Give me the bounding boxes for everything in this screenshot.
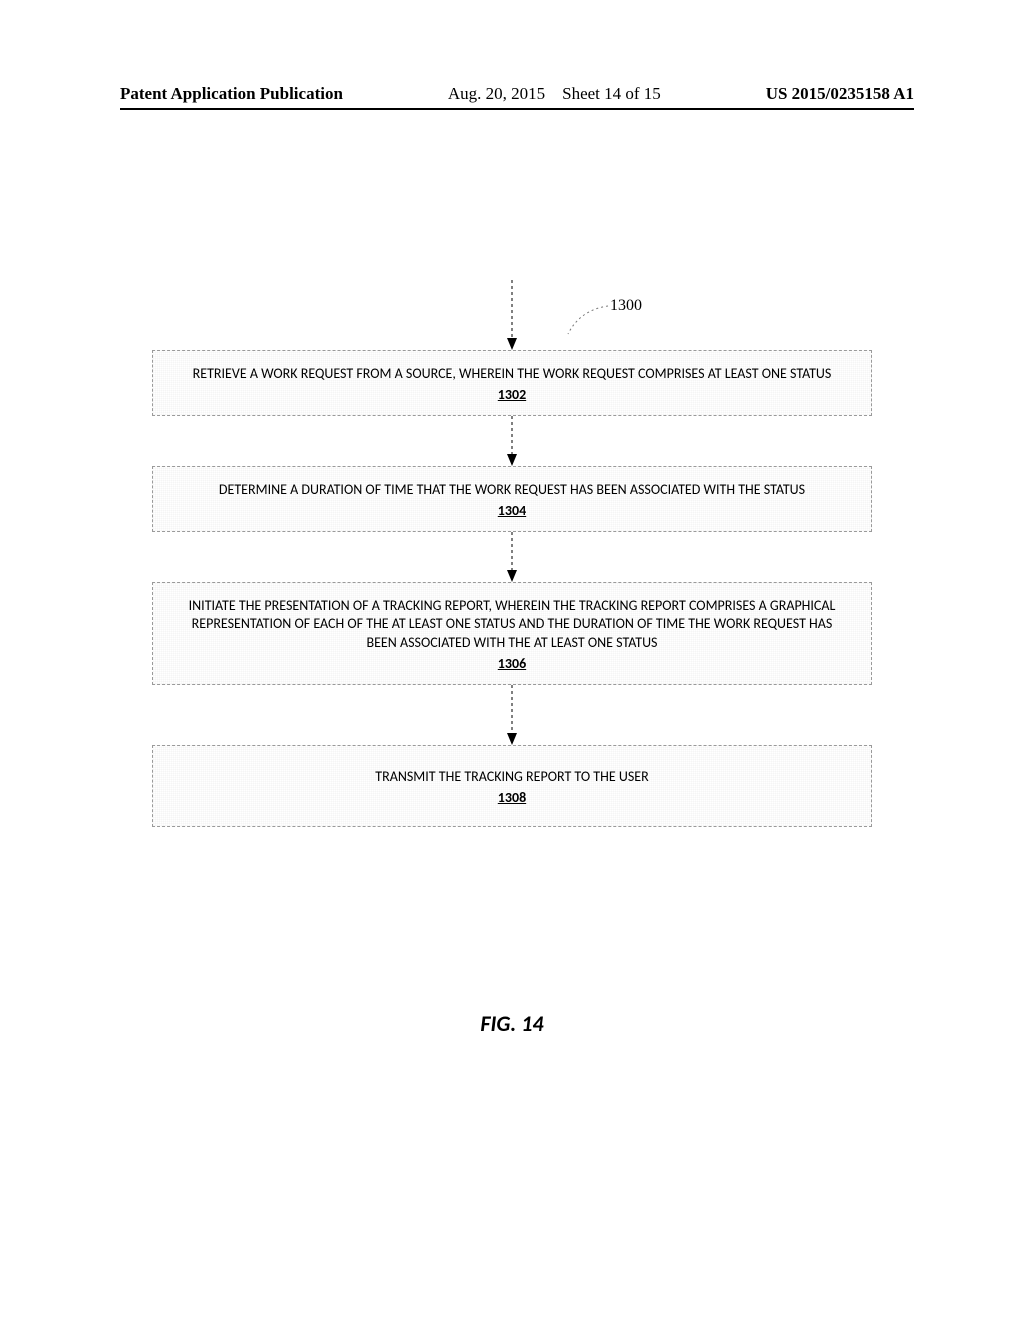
step-number: 1306 — [177, 655, 847, 674]
figure-label: FIG. 14 — [0, 1010, 1024, 1037]
step-1308: TRANSMIT THE TRACKING REPORT TO THE USER… — [152, 745, 872, 827]
page-header: Patent Application Publication Aug. 20, … — [120, 84, 914, 110]
step-text: TRANSMIT THE TRACKING REPORT TO THE USER — [375, 768, 648, 785]
entry-arrow — [152, 280, 872, 350]
arrow-1 — [152, 416, 872, 466]
step-number: 1302 — [177, 386, 847, 405]
arrow-3 — [152, 685, 872, 745]
header-middle: Aug. 20, 2015 Sheet 14 of 15 — [448, 84, 661, 104]
step-number: 1304 — [177, 502, 847, 521]
page: Patent Application Publication Aug. 20, … — [0, 0, 1024, 1320]
header-left: Patent Application Publication — [120, 84, 343, 104]
step-number: 1308 — [177, 789, 847, 808]
flowchart: RETRIEVE A WORK REQUEST FROM A SOURCE, W… — [120, 280, 904, 827]
step-1302: RETRIEVE A WORK REQUEST FROM A SOURCE, W… — [152, 350, 872, 416]
arrow-2 — [152, 532, 872, 582]
step-1306: INITIATE THE PRESENTATION OF A TRACKING … — [152, 582, 872, 686]
step-text: INITIATE THE PRESENTATION OF A TRACKING … — [189, 597, 836, 652]
header-date: Aug. 20, 2015 — [448, 84, 545, 103]
step-text: DETERMINE A DURATION OF TIME THAT THE WO… — [219, 481, 805, 498]
header-pubno: US 2015/0235158 A1 — [766, 84, 914, 104]
header-sheet: Sheet 14 of 15 — [562, 84, 661, 103]
step-text: RETRIEVE A WORK REQUEST FROM A SOURCE, W… — [193, 365, 832, 382]
step-1304: DETERMINE A DURATION OF TIME THAT THE WO… — [152, 466, 872, 532]
